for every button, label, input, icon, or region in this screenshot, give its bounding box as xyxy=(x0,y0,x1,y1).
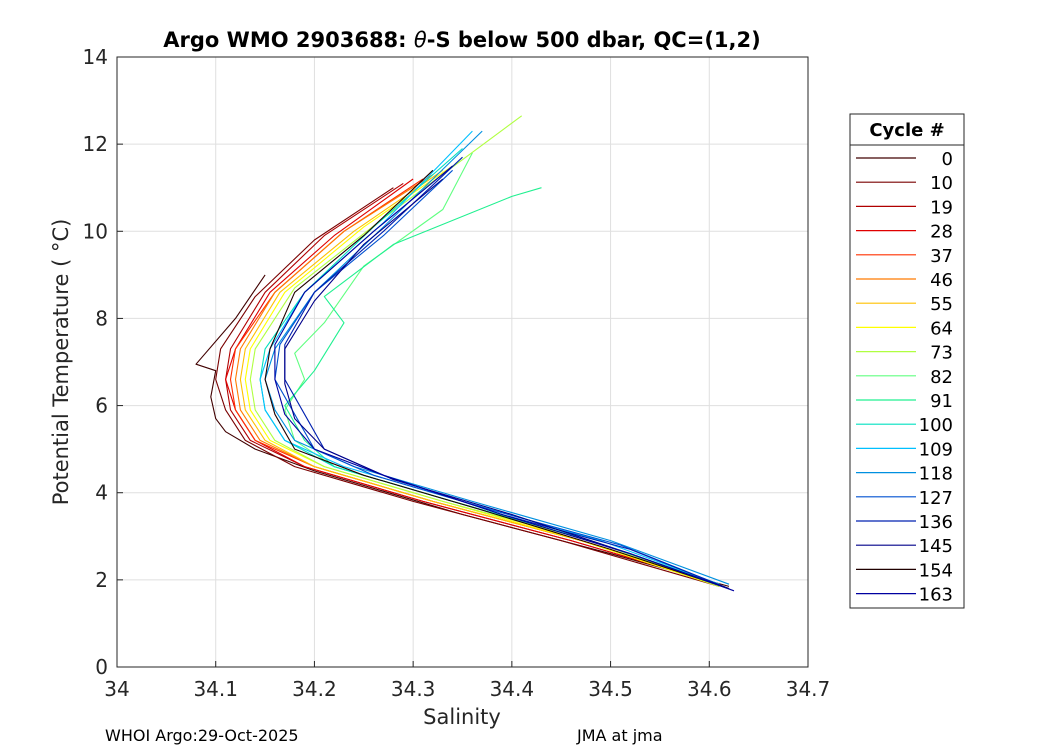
x-tick-label: 34.2 xyxy=(292,677,337,701)
y-tick-label: 12 xyxy=(83,132,108,156)
legend-title: Cycle # xyxy=(869,120,944,141)
legend-label: 64 xyxy=(930,318,953,339)
plot-frame xyxy=(116,56,809,668)
legend-label: 109 xyxy=(919,439,953,460)
y-tick-label: 10 xyxy=(83,219,108,243)
y-tick-label: 6 xyxy=(95,394,108,418)
legend-label: 28 xyxy=(930,222,953,243)
y-tick-label: 2 xyxy=(95,568,108,592)
legend-label: 55 xyxy=(930,294,953,315)
profile-cycle-10 xyxy=(215,187,720,587)
legend-label: 136 xyxy=(919,512,953,533)
legend-label: 73 xyxy=(930,343,953,364)
legend-label: 91 xyxy=(930,391,953,412)
legend-label: 100 xyxy=(919,415,953,436)
x-tick-label: 34.3 xyxy=(391,677,436,701)
x-tick-label: 34.1 xyxy=(193,677,238,701)
x-tick-label: 34.7 xyxy=(786,677,831,701)
x-tick-label: 34.4 xyxy=(490,677,535,701)
y-tick-label: 0 xyxy=(95,655,108,679)
axis-ticks: 34 34.1 34.2 34.3 34.4 34.5 34.6 34.7 0 2 4 6 8 10 12 1… xyxy=(83,45,831,701)
legend-label: 145 xyxy=(919,536,953,557)
legend-label: 37 xyxy=(930,246,953,267)
y-axis-label: Potential Temperature ( °C) xyxy=(49,219,73,506)
profile-cycle-64 xyxy=(244,165,720,587)
grid-lines xyxy=(117,57,808,667)
profile-lines xyxy=(195,115,735,592)
legend-label: 127 xyxy=(919,488,953,509)
legend-label: 163 xyxy=(919,585,953,606)
legend: Cycle # 0 10 19 28 37 46 55 64 73 82 91 100 109 118 12… xyxy=(849,113,965,609)
legend-label: 118 xyxy=(919,464,953,485)
legend-label: 10 xyxy=(930,173,953,194)
profile-cycle-163 xyxy=(274,165,735,592)
legend-label: 19 xyxy=(930,197,953,218)
chart-title: Argo WMO 2903688: θ-S below 500 dbar, QC… xyxy=(163,28,760,52)
y-tick-label: 14 xyxy=(83,45,108,69)
legend-label: 46 xyxy=(930,270,953,291)
profile-cycle-73 xyxy=(249,115,720,587)
y-tick-label: 4 xyxy=(95,481,108,505)
x-axis-label: Salinity xyxy=(423,705,501,729)
legend-label: 0 xyxy=(942,149,953,170)
profile-cycle-55 xyxy=(239,169,720,587)
footer-source: WHOI Argo:29-Oct-2025 xyxy=(105,726,299,745)
legend-label: 82 xyxy=(930,367,953,388)
profile-cycle-19 xyxy=(225,182,720,585)
legend-box xyxy=(849,113,965,609)
legend-label: 154 xyxy=(919,560,953,581)
profile-cycle-127 xyxy=(274,169,730,590)
profile-cycle-46 xyxy=(234,174,720,585)
x-tick-label: 34.6 xyxy=(687,677,732,701)
y-tick-label: 8 xyxy=(95,306,108,330)
profile-cycle-154 xyxy=(264,169,730,590)
footer-operator: JMA at jma xyxy=(577,726,663,745)
x-tick-label: 34 xyxy=(104,677,129,701)
profile-cycle-145 xyxy=(284,178,730,590)
profile-cycle-0 xyxy=(195,274,730,587)
profile-cycle-136 xyxy=(284,156,730,590)
profile-cycle-28 xyxy=(225,178,720,585)
x-tick-label: 34.5 xyxy=(588,677,633,701)
profile-cycle-118 xyxy=(264,130,730,585)
